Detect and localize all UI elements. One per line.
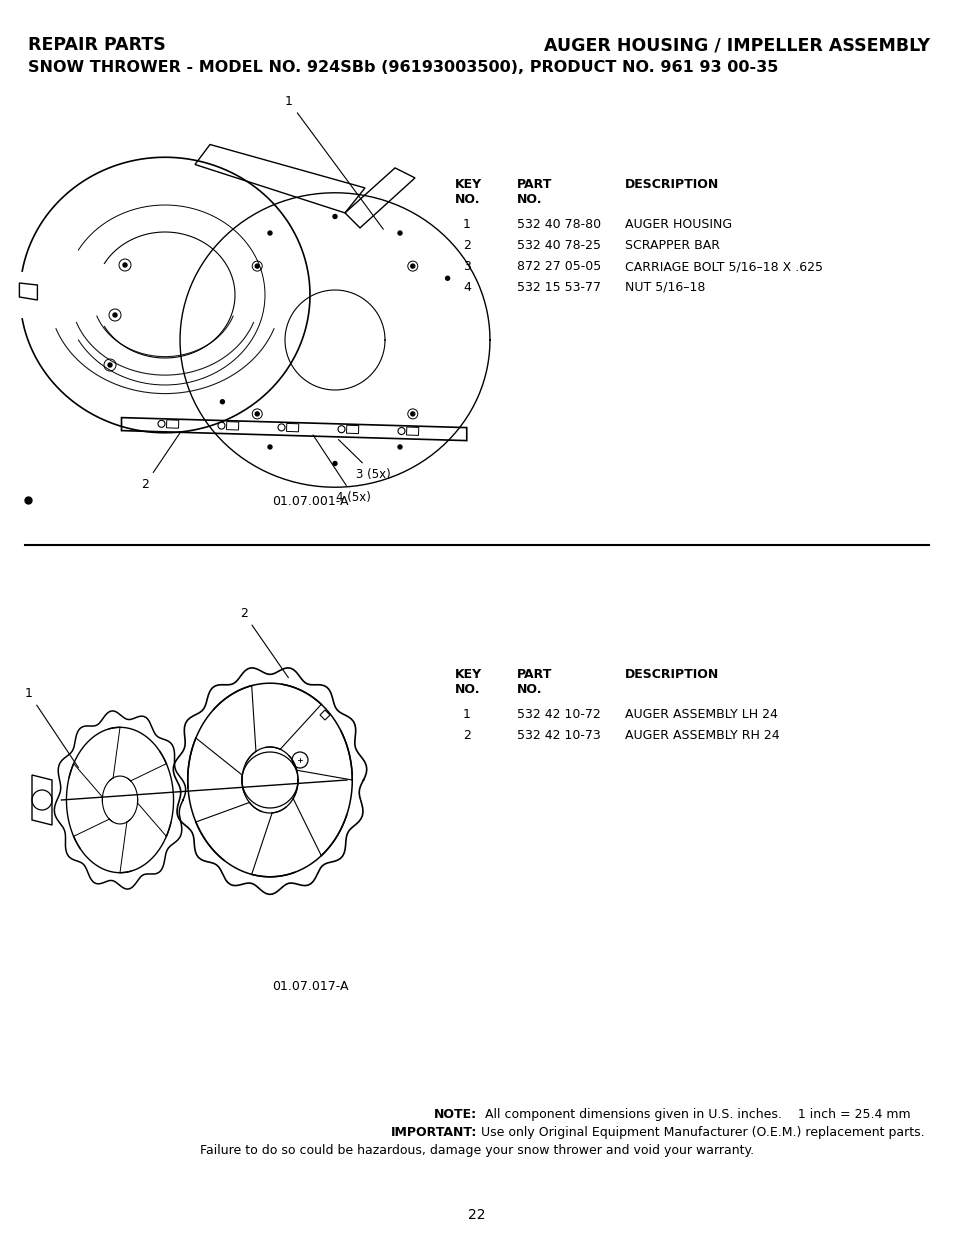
- Text: PART
NO.: PART NO.: [517, 178, 552, 206]
- Text: KEY
NO.: KEY NO.: [455, 178, 481, 206]
- Text: Use only Original Equipment Manufacturer (O.E.M.) replacement parts.: Use only Original Equipment Manufacturer…: [476, 1126, 923, 1139]
- Circle shape: [411, 264, 415, 268]
- Text: AUGER HOUSING / IMPELLER ASSEMBLY: AUGER HOUSING / IMPELLER ASSEMBLY: [543, 36, 929, 54]
- Text: 3: 3: [462, 261, 471, 273]
- Text: AUGER ASSEMBLY RH 24: AUGER ASSEMBLY RH 24: [624, 729, 779, 742]
- Circle shape: [397, 445, 401, 450]
- Text: 872 27 05-05: 872 27 05-05: [517, 261, 600, 273]
- Circle shape: [411, 412, 415, 416]
- Circle shape: [255, 264, 259, 268]
- Circle shape: [255, 412, 259, 416]
- Text: NUT 5/16–18: NUT 5/16–18: [624, 282, 704, 294]
- Text: Failure to do so could be hazardous, damage your snow thrower and void your warr: Failure to do so could be hazardous, dam…: [200, 1144, 753, 1157]
- Text: 4 (5x): 4 (5x): [313, 435, 371, 504]
- Text: 532 42 10-72: 532 42 10-72: [517, 708, 600, 721]
- Bar: [167, 420, 178, 429]
- Text: All component dimensions given in U.S. inches.    1 inch = 25.4 mm: All component dimensions given in U.S. i…: [476, 1108, 910, 1121]
- Circle shape: [112, 312, 117, 317]
- Text: 2: 2: [462, 240, 471, 252]
- Text: 2: 2: [240, 606, 288, 678]
- Text: REPAIR PARTS: REPAIR PARTS: [28, 36, 166, 54]
- Text: NOTE:: NOTE:: [434, 1108, 476, 1121]
- Text: PART
NO.: PART NO.: [517, 668, 552, 697]
- Circle shape: [397, 231, 401, 235]
- Bar: [286, 424, 298, 432]
- Text: 532 15 53-77: 532 15 53-77: [517, 282, 600, 294]
- Text: KEY
NO.: KEY NO.: [455, 668, 481, 697]
- Text: IMPORTANT:: IMPORTANT:: [390, 1126, 476, 1139]
- Text: CARRIAGE BOLT 5/16–18 X .625: CARRIAGE BOLT 5/16–18 X .625: [624, 261, 822, 273]
- Text: 4: 4: [462, 282, 471, 294]
- Text: 532 40 78-25: 532 40 78-25: [517, 240, 600, 252]
- Text: 1: 1: [285, 95, 383, 230]
- Text: 532 42 10-73: 532 42 10-73: [517, 729, 600, 742]
- Bar: [226, 421, 238, 430]
- Text: DESCRIPTION: DESCRIPTION: [624, 668, 719, 680]
- Circle shape: [445, 277, 449, 280]
- Circle shape: [333, 462, 336, 466]
- Text: 01.07.017-A: 01.07.017-A: [272, 981, 348, 993]
- Text: 01.07.001-A: 01.07.001-A: [272, 495, 348, 508]
- Text: AUGER ASSEMBLY LH 24: AUGER ASSEMBLY LH 24: [624, 708, 777, 721]
- Circle shape: [268, 445, 272, 450]
- Bar: [406, 427, 418, 436]
- Text: 1: 1: [25, 687, 78, 768]
- Text: 2: 2: [462, 729, 471, 742]
- Circle shape: [220, 400, 224, 404]
- Text: 22: 22: [468, 1208, 485, 1221]
- Circle shape: [268, 231, 272, 235]
- Circle shape: [108, 363, 112, 367]
- Text: SCRAPPER BAR: SCRAPPER BAR: [624, 240, 720, 252]
- Bar: [346, 425, 358, 433]
- Text: AUGER HOUSING: AUGER HOUSING: [624, 219, 731, 231]
- Text: SNOW THROWER - MODEL NO. 924SBb (96193003500), PRODUCT NO. 961 93 00-35: SNOW THROWER - MODEL NO. 924SBb (9619300…: [28, 61, 778, 75]
- Text: 2: 2: [141, 433, 180, 490]
- Circle shape: [333, 215, 336, 219]
- Text: 532 40 78-80: 532 40 78-80: [517, 219, 600, 231]
- Text: 3 (5x): 3 (5x): [338, 440, 391, 480]
- Circle shape: [123, 263, 127, 267]
- Text: 1: 1: [462, 219, 471, 231]
- Text: DESCRIPTION: DESCRIPTION: [624, 178, 719, 191]
- Text: 1: 1: [462, 708, 471, 721]
